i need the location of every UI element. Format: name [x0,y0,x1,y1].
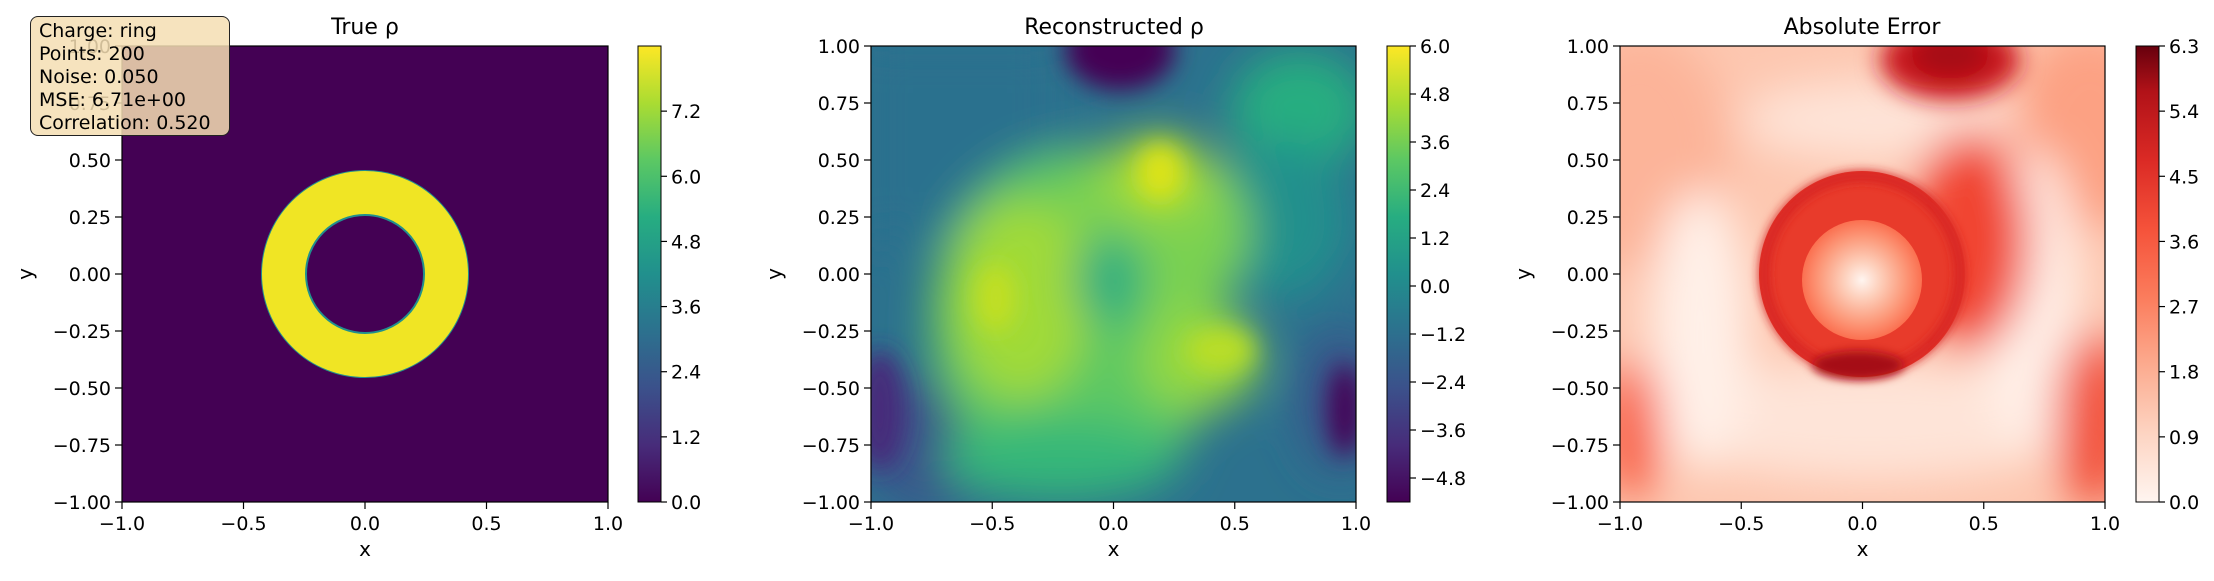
colorbar-tick-label: 2.7 [2169,297,2199,319]
y-tick-label: −1.00 [802,492,860,514]
x-tick-label: 1.0 [1341,513,1371,535]
info-mse: MSE: 6.71e+00 [39,89,186,111]
x-tick-label: 0.5 [471,513,501,535]
x-tick-label: 0.0 [1847,513,1877,535]
x-tick-label: 0.5 [1220,513,1250,535]
panel-reconstructed-rho: Reconstructed ρ [762,15,1466,561]
colorbar-tick-label: 0.0 [671,492,701,514]
y-tick-label: −1.00 [53,492,111,514]
y-tick-label: −0.25 [802,321,860,343]
x-tick-label: −1.0 [1597,513,1643,535]
y-tick-label: 1.00 [1567,36,1609,58]
colorbar-tick-label: 3.6 [2169,231,2199,253]
colorbar-tick-label: 7.2 [671,101,701,123]
panel-3-field [1620,46,2105,502]
y-tick-label: −0.75 [802,435,860,457]
panel-1-title: True ρ [330,15,399,40]
x-tick-label: −0.5 [1718,513,1764,535]
colorbar-tick-label: 2.4 [1420,180,1450,202]
panel-2-title: Reconstructed ρ [1024,15,1204,40]
colorbar-tick-label: 0.0 [2169,492,2199,514]
x-tick-label: −1.0 [848,513,894,535]
panel-3-title: Absolute Error [1784,15,1942,40]
colorbar-tick-label: 6.0 [1420,36,1450,58]
info-points: Points: 200 [39,43,145,65]
info-box: Charge: ring Points: 200 Noise: 0.050 MS… [30,16,230,136]
colorbar-tick-label: −2.4 [1420,372,1466,394]
colorbar-tick-label: 1.2 [1420,228,1450,250]
colorbar-tick-label: 3.6 [671,297,701,319]
y-tick-label: −0.25 [1551,321,1609,343]
colorbar-tick-label: −4.8 [1420,468,1466,490]
y-tick-label: 0.75 [1567,93,1609,115]
panel-3-colorbar: 6.3 5.4 4.5 3.6 2.7 1.8 0.9 0.0 [2135,36,2199,514]
y-tick-label: 1.00 [818,36,860,58]
y-tick-label: −1.00 [1551,492,1609,514]
colorbar-tick-label: 3.6 [1420,132,1450,154]
colorbar-tick-label: 1.2 [671,427,701,449]
x-tick-label: −0.5 [969,513,1015,535]
colorbar-tick-label: 5.4 [2169,101,2199,123]
y-tick-label: 0.25 [69,207,111,229]
ring-shape [262,171,468,377]
y-tick-label: 0.50 [69,150,111,172]
info-charge: Charge: ring [39,20,157,42]
y-tick-label: −0.50 [53,378,111,400]
panel-2-field [871,46,1356,502]
y-tick-label: 0.75 [818,93,860,115]
x-tick-label: 1.0 [593,513,623,535]
y-tick-label: 0.00 [1567,264,1609,286]
colorbar-tick-label: 1.8 [2169,362,2199,384]
colorbar-tick-label: 6.0 [671,166,701,188]
y-axis-label: y [13,268,37,280]
y-tick-label: 0.00 [818,264,860,286]
panel-3-axes: −1.0 −0.5 0.0 0.5 1.0 −1.00 −0.75 −0.50 −0.25 0.0… [1511,36,2120,561]
y-tick-label: −0.25 [53,321,111,343]
y-tick-label: 0.50 [1567,150,1609,172]
x-tick-label: −0.5 [220,513,266,535]
colorbar-tick-label: 2.4 [671,362,701,384]
x-tick-label: 0.0 [350,513,380,535]
info-correlation: Correlation: 0.520 [39,112,211,134]
y-tick-label: 0.25 [1567,207,1609,229]
x-tick-label: 1.0 [2090,513,2120,535]
colorbar-tick-label: 4.5 [2169,166,2199,188]
y-tick-label: −0.75 [1551,435,1609,457]
panel-absolute-error: Absolute Error [1511,15,2199,561]
x-tick-label: 0.5 [1969,513,1999,535]
error-ring [1759,171,1965,379]
x-tick-label: −1.0 [99,513,145,535]
y-tick-label: −0.75 [53,435,111,457]
y-tick-label: 0.50 [818,150,860,172]
y-tick-label: 0.00 [69,264,111,286]
y-tick-label: −0.50 [802,378,860,400]
colorbar-tick-label: 4.8 [1420,84,1450,106]
colorbar-tick-label: −3.6 [1420,420,1466,442]
y-tick-label: −0.50 [1551,378,1609,400]
panel-1-colorbar: 0.0 1.2 2.4 3.6 4.8 6.0 7.2 [637,45,701,514]
y-axis-label: y [762,268,786,280]
x-tick-label: 0.0 [1098,513,1128,535]
colorbar-tick-label: 6.3 [2169,36,2199,58]
colorbar-tick-label: −1.2 [1420,324,1466,346]
y-axis-label: y [1511,268,1535,280]
colorbar-tick-label: 0.9 [2169,427,2199,449]
x-axis-label: x [359,537,371,561]
panel-2-axes: −1.0 −0.5 0.0 0.5 1.0 −1.00 −0.75 −0.50 −0.25 0.0… [762,36,1371,561]
colorbar-tick-label: 0.0 [1420,276,1450,298]
x-axis-label: x [1108,537,1120,561]
info-noise: Noise: 0.050 [39,66,159,88]
colorbar-tick-label: 4.8 [671,231,701,253]
y-tick-label: 0.25 [818,207,860,229]
x-axis-label: x [1857,537,1869,561]
panel-2-colorbar: 6.0 4.8 3.6 2.4 1.2 0.0 −1.2 −2.4 −3.6 −4.8 [1386,36,1466,503]
